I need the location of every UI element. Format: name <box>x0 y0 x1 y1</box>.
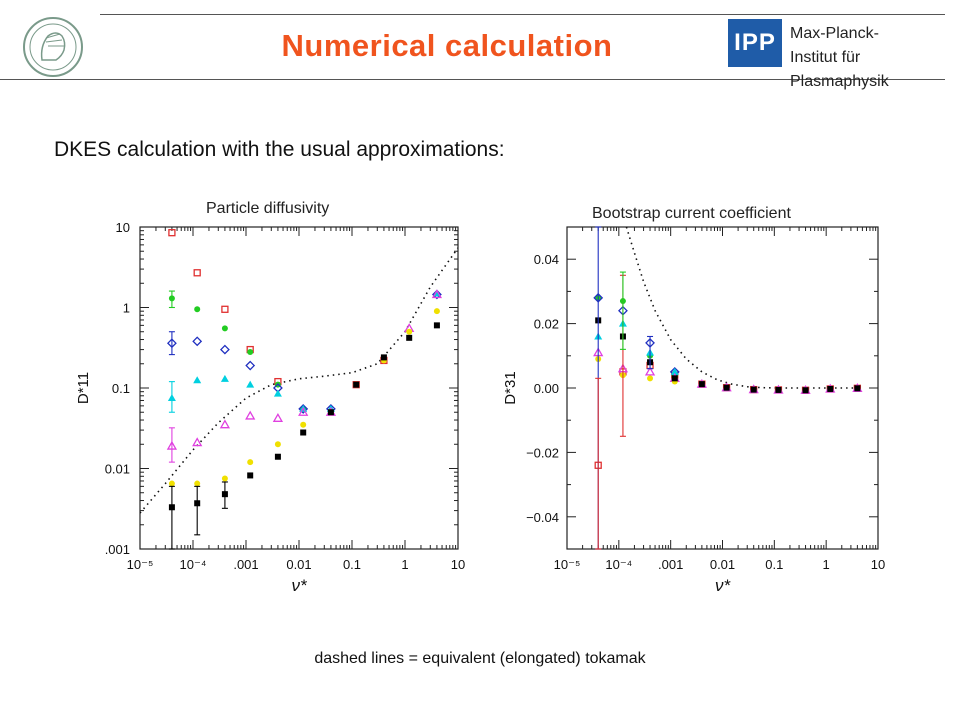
data-point <box>247 349 254 356</box>
minerva-logo <box>23 17 83 77</box>
y-axis-label: D*11 <box>75 372 92 404</box>
chart-title-right: Bootstrap current coefficient <box>592 205 791 222</box>
data-point <box>406 328 413 335</box>
plot-area: 10⁻⁵ 10⁻⁴ .001 0.01 0.1 1 10 10 1 0.1 0.01 .001 ν* D*… <box>75 220 465 595</box>
plot-area: 10⁻⁵ 10⁻⁴ .001 0.01 0.1 1 10 0.04 0.02 0.00 −0.02 −… <box>502 226 885 595</box>
data-point <box>219 344 230 355</box>
institute-line: Institut für <box>790 49 861 66</box>
x-tick-label: .001 <box>658 557 683 572</box>
y-tick-label: 0.00 <box>534 381 559 396</box>
data-point <box>698 381 705 388</box>
y-axis-label: D*31 <box>502 371 519 404</box>
y-tick-label: −0.04 <box>526 510 559 525</box>
data-point <box>380 354 387 361</box>
data-point <box>246 380 255 388</box>
data-point <box>245 360 256 371</box>
data-point <box>247 472 254 479</box>
data-point <box>433 308 440 315</box>
data-point <box>353 381 360 388</box>
page-title: Numerical calculation <box>281 28 613 63</box>
x-tick-label: 0.1 <box>343 557 361 572</box>
data-point <box>247 459 254 466</box>
x-tick-label: 10⁻⁴ <box>605 557 632 572</box>
data-point <box>671 375 678 382</box>
data-point <box>193 269 201 277</box>
x-tick-label: 10 <box>451 557 465 572</box>
data-point <box>827 385 834 392</box>
institute-line: Plasmaphysik <box>790 73 889 90</box>
data-point <box>750 386 757 393</box>
data-point <box>300 429 307 436</box>
y-tick-label: 0.01 <box>105 462 130 477</box>
x-tick-label: 1 <box>823 557 830 572</box>
header-bottom-rule <box>0 79 945 80</box>
x-tick-label: 10⁻⁵ <box>127 557 154 572</box>
data-point <box>274 441 281 448</box>
data-point <box>219 419 231 429</box>
data-point <box>647 375 654 382</box>
x-tick-label: 1 <box>401 557 408 572</box>
data-point <box>670 367 679 375</box>
y-tick-label: 0.1 <box>112 381 130 396</box>
x-tick-label: 10 <box>871 557 885 572</box>
data-point <box>168 229 176 237</box>
x-axis-label: ν* <box>715 576 732 595</box>
y-tick-label: 1 <box>123 301 130 316</box>
y-tick-label: 0.02 <box>534 317 559 332</box>
data-point <box>431 289 443 299</box>
slide-subtitle: DKES calculation with the usual approxim… <box>54 138 505 161</box>
data-point <box>192 437 203 447</box>
x-tick-label: 10⁻⁵ <box>554 557 581 572</box>
x-tick-label: .001 <box>233 557 258 572</box>
data-point <box>245 410 256 420</box>
data-markers <box>593 292 863 469</box>
header-top-rule <box>100 14 945 15</box>
data-point <box>723 384 730 391</box>
footer-note: dashed lines = equivalent (elongated) to… <box>314 650 646 667</box>
data-point <box>273 389 282 397</box>
data-point <box>193 376 202 384</box>
data-point <box>168 480 175 487</box>
data-point <box>194 306 201 313</box>
data-point <box>802 387 809 394</box>
x-tick-label: 0.1 <box>765 557 783 572</box>
data-point <box>221 325 228 332</box>
data-point <box>220 374 229 382</box>
y-tick-label: .001 <box>105 542 130 557</box>
data-point <box>775 386 782 393</box>
institute-line: Max-Planck- <box>790 25 879 42</box>
x-tick-label: 10⁻⁴ <box>180 557 207 572</box>
x-tick-label: 0.01 <box>710 557 735 572</box>
x-axis-label: ν* <box>291 576 308 595</box>
institute-name: Max-Planck- Institut für Plasmaphysik <box>790 22 889 94</box>
ipp-logo: IPP <box>728 19 782 67</box>
x-tick-label: 0.01 <box>286 557 311 572</box>
data-point <box>192 336 203 347</box>
data-point <box>221 305 229 313</box>
data-point <box>298 403 309 414</box>
data-point <box>298 406 309 416</box>
data-point <box>431 289 442 300</box>
tokamak-curve <box>625 227 858 389</box>
data-point <box>274 453 281 460</box>
data-point <box>194 480 201 487</box>
data-point <box>327 409 334 416</box>
y-tick-label: 0.04 <box>534 252 559 267</box>
data-point <box>406 334 413 341</box>
data-point <box>300 421 307 428</box>
data-point <box>272 413 284 422</box>
data-point <box>644 366 656 376</box>
y-tick-label: −0.02 <box>526 445 559 460</box>
data-point <box>221 475 228 482</box>
data-point <box>433 322 440 329</box>
data-point <box>854 385 861 392</box>
chart-title-left: Particle diffusivity <box>206 200 330 217</box>
y-tick-label: 10 <box>116 220 130 235</box>
